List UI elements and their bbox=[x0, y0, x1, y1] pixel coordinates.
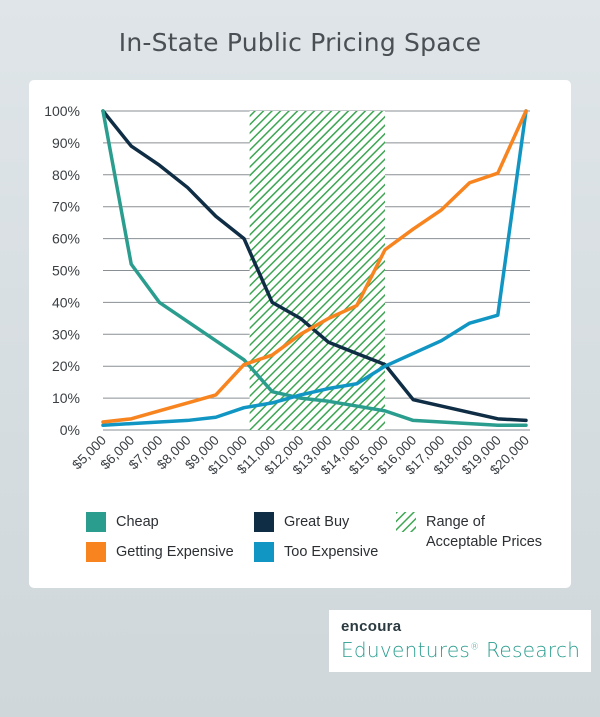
acceptable-range-area bbox=[249, 111, 385, 430]
chart-title: In-State Public Pricing Space bbox=[118, 28, 482, 57]
acceptable-range-band bbox=[249, 111, 385, 430]
y-tick-label: 0% bbox=[60, 422, 80, 438]
legend-label-getting-expensive: Getting Expensive bbox=[116, 544, 234, 560]
legend-swatch-range bbox=[396, 512, 416, 532]
y-tick-label: 100% bbox=[44, 103, 80, 119]
legend-label-cheap: Cheap bbox=[116, 514, 159, 530]
y-tick-label: 70% bbox=[52, 199, 80, 215]
legend-label-range-line1: Range of bbox=[426, 514, 485, 530]
brand-logo-box: encoura Eduventures® Research bbox=[329, 610, 591, 672]
brand-tagline-mark: ® bbox=[470, 642, 480, 653]
x-axis-tick-labels: $5,000$6,000$7,000$8,000$9,000$10,000$11… bbox=[69, 433, 532, 478]
series-lines bbox=[101, 109, 528, 427]
series-line-too-expensive bbox=[101, 109, 528, 427]
legend-swatch-too-expensive bbox=[254, 542, 274, 562]
legend-label-range-line2: Acceptable Prices bbox=[426, 534, 543, 550]
legend-swatch-cheap bbox=[86, 512, 106, 532]
legend-label-range: Range of Acceptable Prices bbox=[426, 512, 542, 552]
y-tick-label: 90% bbox=[52, 135, 80, 151]
y-axis-tick-labels: 0% 10% 20% 30% 40% 50% 60% 70% 80% 90% 100% bbox=[44, 103, 80, 438]
brand-tagline-rest: Research bbox=[479, 638, 581, 662]
brand-tagline: Eduventures® Research bbox=[341, 638, 580, 662]
y-tick-label: 20% bbox=[52, 358, 80, 374]
legend-item-cheap: Cheap bbox=[86, 512, 159, 532]
series-line-cheap bbox=[101, 109, 528, 427]
series-line-getting-expensive bbox=[101, 109, 528, 424]
legend-label-too-expensive: Too Expensive bbox=[284, 544, 379, 560]
y-tick-label: 30% bbox=[52, 326, 80, 342]
y-tick-label: 60% bbox=[52, 231, 80, 247]
legend-item-too-expensive: Too Expensive bbox=[254, 542, 378, 562]
brand-tagline-main: Eduventures bbox=[341, 638, 471, 662]
y-tick-label: 50% bbox=[52, 263, 80, 279]
legend-swatch-getting-expensive bbox=[86, 542, 106, 562]
legend-swatch-great-buy bbox=[254, 512, 274, 532]
y-tick-label: 40% bbox=[52, 294, 80, 310]
brand-logo-text: encoura bbox=[341, 618, 402, 635]
series-line-great-buy bbox=[101, 109, 528, 423]
legend-item-great-buy: Great Buy bbox=[254, 512, 349, 532]
legend-item-range: Range of Acceptable Prices bbox=[396, 512, 542, 552]
legend-label-great-buy: Great Buy bbox=[284, 514, 350, 530]
legend-item-getting-expensive: Getting Expensive bbox=[86, 542, 234, 562]
y-tick-label: 10% bbox=[52, 390, 80, 406]
y-tick-label: 80% bbox=[52, 167, 80, 183]
